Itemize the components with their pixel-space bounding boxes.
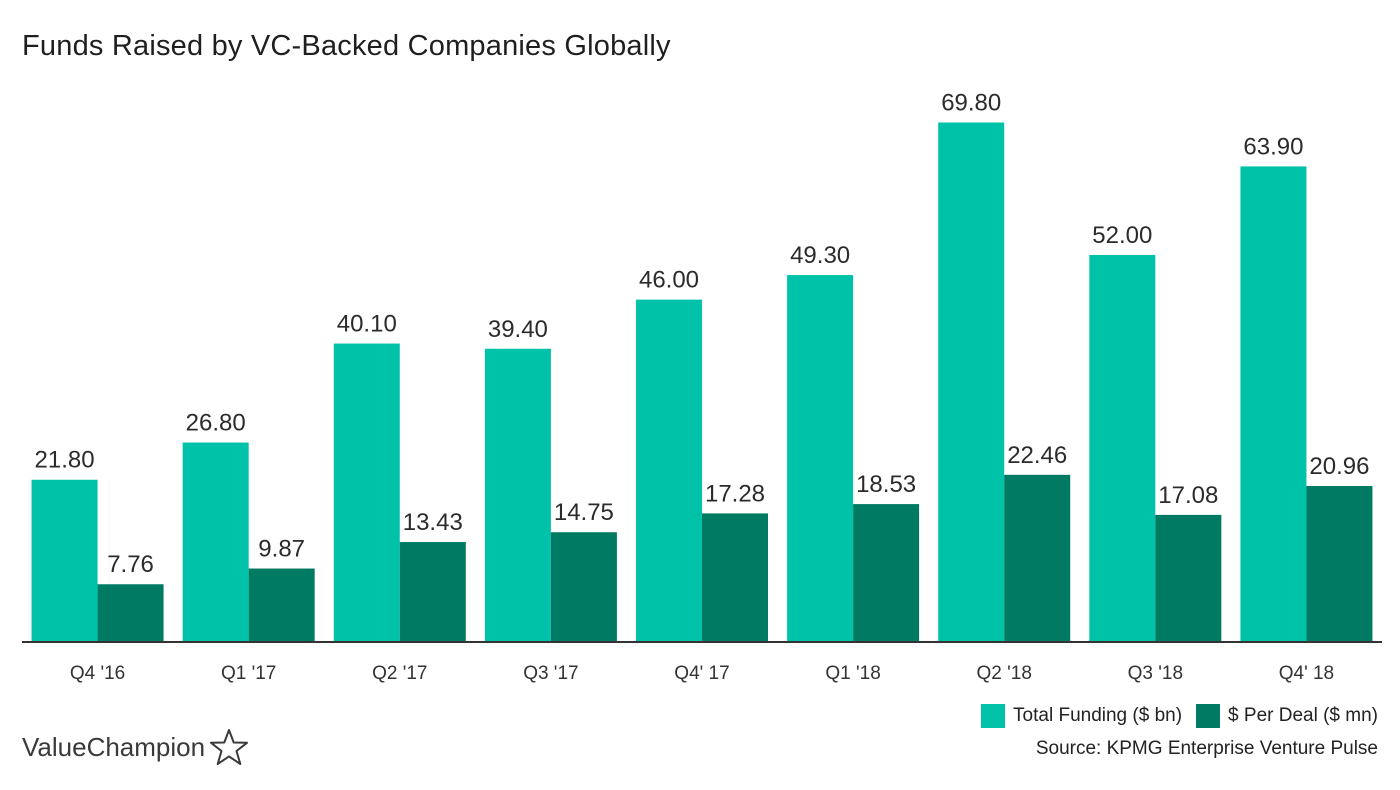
- data-label-total-funding: 21.80: [35, 447, 95, 474]
- source-note: Source: KPMG Enterprise Venture Pulse: [1035, 738, 1378, 759]
- data-label-total-funding: 49.30: [790, 242, 850, 269]
- bar-total-funding: [1089, 254, 1156, 642]
- bar-total-funding: [938, 122, 1005, 642]
- bar-per-deal: [97, 584, 164, 642]
- data-label-per-deal: 9.87: [258, 536, 305, 563]
- x-tick-label: Q1 '18: [825, 663, 880, 684]
- data-label-per-deal: 14.75: [554, 499, 614, 526]
- x-tick-label: Q3 '18: [1128, 663, 1183, 684]
- bar-per-deal: [1004, 474, 1071, 642]
- bar-total-funding: [333, 343, 400, 642]
- x-tick-label: Q2 '17: [372, 663, 427, 684]
- legend-swatch-total: [981, 704, 1006, 728]
- x-tick-label: Q1 '17: [221, 663, 276, 684]
- x-tick-label: Q2 '18: [977, 663, 1032, 684]
- data-label-total-funding: 69.80: [941, 89, 1001, 116]
- bar-per-deal: [550, 532, 617, 642]
- legend-item-total: Total Funding ($ bn): [981, 704, 1182, 728]
- bar-per-deal: [399, 542, 466, 642]
- data-label-total-funding: 40.10: [337, 311, 397, 338]
- legend-swatch-per-deal: [1196, 704, 1221, 728]
- data-label-total-funding: 26.80: [186, 410, 246, 437]
- data-label-per-deal: 7.76: [107, 551, 154, 578]
- data-label-total-funding: 46.00: [639, 267, 699, 294]
- data-label-total-funding: 63.90: [1243, 133, 1303, 160]
- x-tick-label: Q3 '17: [523, 663, 578, 684]
- data-label-per-deal: 20.96: [1309, 453, 1369, 480]
- legend: Total Funding ($ bn) $ Per Deal ($ mn): [981, 704, 1378, 728]
- bar-total-funding: [1240, 166, 1307, 642]
- bar-total-funding: [31, 479, 98, 642]
- bar-chart: 21.80 7.76 Q4 '16 26.80 9.87 Q1 '17 40.10 13.43…: [22, 89, 1382, 684]
- legend-item-per-deal: $ Per Deal ($ mn): [1196, 704, 1378, 728]
- brand-logo: ValueChampion: [22, 728, 249, 766]
- data-label-per-deal: 18.53: [856, 471, 916, 498]
- bar-per-deal: [702, 513, 768, 642]
- bar-total-funding: [182, 442, 249, 642]
- bar-per-deal: [853, 504, 920, 642]
- brand-logo-text: ValueChampion: [22, 731, 206, 762]
- bar-total-funding: [636, 299, 702, 642]
- data-label-per-deal: 22.46: [1007, 442, 1067, 469]
- bar-per-deal: [248, 568, 315, 642]
- bar-per-deal: [1306, 485, 1373, 642]
- data-label-per-deal: 13.43: [403, 509, 463, 536]
- data-label-total-funding: 52.00: [1092, 222, 1152, 249]
- legend-label-per-deal: $ Per Deal ($ mn): [1228, 705, 1378, 726]
- bar-total-funding: [787, 275, 854, 642]
- bar-total-funding: [484, 348, 551, 642]
- data-label-per-deal: 17.08: [1158, 482, 1218, 509]
- x-tick-label: Q4 '16: [70, 663, 125, 684]
- data-label-per-deal: 17.28: [705, 480, 765, 507]
- data-label-total-funding: 39.40: [488, 316, 548, 343]
- chart-title: Funds Raised by VC-Backed Companies Glob…: [22, 30, 671, 62]
- x-tick-label: Q4' 17: [674, 663, 729, 684]
- star-outline-icon: [210, 729, 249, 765]
- x-tick-label: Q4' 18: [1279, 663, 1334, 684]
- legend-label-total: Total Funding ($ bn): [1013, 705, 1183, 726]
- bar-per-deal: [1155, 514, 1222, 642]
